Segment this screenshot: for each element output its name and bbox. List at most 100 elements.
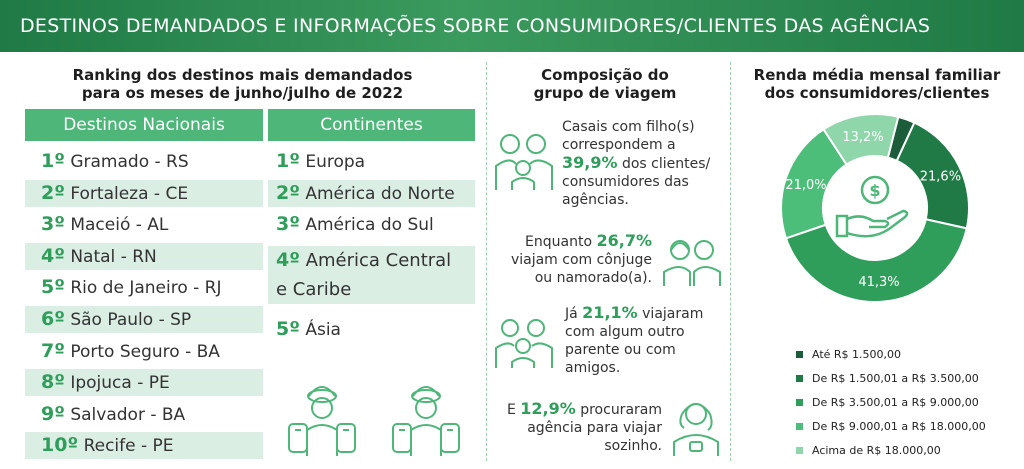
rank-number: 5º (41, 276, 65, 298)
group-text-line: sozinho. (604, 438, 662, 454)
income-title-line2: dos consumidores/clientes (764, 84, 990, 102)
national-header: Destinos Nacionais (25, 109, 263, 141)
group-text: E (506, 402, 521, 418)
group-text: Já (565, 306, 583, 322)
group-text-line: Casais com filho(s) (562, 119, 695, 135)
legend-item: Acima de R$ 18.000,00 (796, 440, 941, 460)
legend-item: De R$ 3.500,01 a R$ 9.000,00 (796, 392, 979, 412)
continent-name-cont: e Caribe (276, 279, 352, 300)
rank-number: 6º (41, 308, 65, 330)
continent-name: América do Sul (305, 215, 434, 235)
national-destination-row: 5º Rio de Janeiro - RJ (25, 274, 263, 301)
group-text-line: ou namorado(a). (534, 270, 652, 286)
legend-swatch (796, 350, 803, 358)
destination-name: São Paulo - SP (70, 310, 192, 330)
donut-slice (784, 218, 968, 303)
group-text: dos clientes/ (617, 156, 711, 172)
group-text-line: viajam com cônjuge (510, 252, 652, 268)
national-destination-row: 2º Fortaleza - CE (25, 180, 263, 207)
legend-label: Até R$ 1.500,00 (812, 347, 902, 361)
ranking-title-line1: Ranking dos destinos mais demandados (72, 66, 413, 84)
national-destination-row: 4º Natal - RN (25, 243, 263, 270)
destination-name: Natal - RN (70, 247, 157, 267)
group-pct: 21,1% (582, 303, 638, 322)
continent-row: 3º América do Sul (268, 211, 475, 238)
traveler-icon (288, 386, 356, 456)
group-text-line: Enquanto 26,7% (496, 232, 652, 251)
header-title: DESTINOS DEMANDADOS E INFORMAÇÕES SOBRE … (20, 15, 931, 37)
solo-traveler-icon (673, 403, 719, 456)
section-divider (486, 62, 487, 461)
destination-name: Salvador - BA (70, 405, 186, 425)
national-destination-row: 3º Maceió - AL (25, 211, 263, 238)
income-donut-chart: 2,9%21,6%41,3%21,0%13,2%$ (780, 113, 970, 303)
legend-label: De R$ 3.500,01 a R$ 9.000,00 (812, 395, 979, 409)
friends-icon (495, 319, 553, 368)
legend-swatch (796, 446, 803, 454)
page-header: DESTINOS DEMANDADOS E INFORMAÇÕES SOBRE … (0, 0, 1024, 52)
legend-label: De R$ 9.000,01 a R$ 18.000,00 (812, 419, 986, 433)
continent-row: 5º Ásia (268, 316, 475, 343)
group-title-line2: grupo de viagem (533, 84, 677, 102)
continent-name: Europa (305, 152, 366, 172)
group-text-line: agência para viajar (527, 420, 662, 436)
destination-name: Maceió - AL (70, 215, 169, 235)
rank-number: 9º (41, 403, 65, 425)
ranking-title-line2: para os meses de junho/julho de 2022 (81, 84, 404, 102)
continent-name: Ásia (305, 320, 341, 340)
destination-name: Porto Seguro - BA (70, 342, 220, 362)
group-pct: 12,9% (520, 399, 576, 418)
group-item-solo: E 12,9% procuraram agência para viajar s… (496, 400, 662, 455)
couple-icon (663, 240, 721, 286)
rank-number: 4º (41, 245, 65, 267)
ranking-title: Ranking dos destinos mais demandados par… (20, 66, 465, 102)
continents-header: Continentes (268, 109, 475, 141)
national-destination-row: 8º Ipojuca - PE (25, 369, 263, 396)
group-text-line: Já 21,1% viajaram (565, 304, 725, 323)
group-pct: 39,9% (562, 153, 618, 172)
national-destination-row: 10º Recife - PE (25, 432, 263, 459)
group-text-line: correspondem a (562, 137, 676, 153)
legend-item: De R$ 9.000,01 a R$ 18.000,00 (796, 416, 986, 436)
legend-item: De R$ 1.500,01 a R$ 3.500,00 (796, 368, 979, 388)
donut-slice-label: 41,3% (858, 275, 899, 290)
destination-name: Recife - PE (83, 436, 174, 456)
rank-number: 7º (41, 340, 65, 362)
traveler-icon (392, 386, 460, 456)
destination-name: Gramado - RS (70, 152, 189, 172)
rank-number: 3º (41, 213, 65, 235)
legend-item: Até R$ 1.500,00 (796, 344, 901, 364)
legend-swatch (796, 422, 803, 430)
continent-row: 2º América do Norte (268, 180, 475, 207)
group-text-line: consumidores das (562, 174, 689, 190)
money-hand-icon: $ (835, 175, 909, 238)
rank-number: 1º (276, 150, 300, 172)
income-title-line1: Renda média mensal familiar (753, 66, 1001, 84)
group-item-friends: Já 21,1% viajaram com algum outro parent… (565, 304, 725, 377)
group-title-line1: Composição do (541, 66, 669, 84)
continent-name: América Central (305, 250, 452, 271)
income-title: Renda média mensal familiar dos consumid… (742, 66, 1012, 102)
rank-number: 1º (41, 150, 65, 172)
destination-name: Fortaleza - CE (70, 184, 189, 204)
donut-slice (822, 113, 900, 166)
legend-label: De R$ 1.500,01 a R$ 3.500,00 (812, 371, 979, 385)
group-text-line: E 12,9% procuraram (496, 400, 662, 419)
group-text: Enquanto (525, 234, 597, 250)
group-title: Composição do grupo de viagem (500, 66, 710, 102)
rank-number: 4º (276, 249, 300, 271)
svg-text:$: $ (869, 181, 880, 200)
section-divider (730, 62, 731, 461)
group-text: viajaram (637, 306, 704, 322)
rank-number: 10º (41, 434, 79, 456)
national-destination-row: 7º Porto Seguro - BA (25, 338, 263, 365)
donut-slice-label: 21,6% (920, 170, 961, 185)
group-pct: 26,7% (596, 231, 652, 250)
legend-label: Acima de R$ 18.000,00 (812, 443, 941, 457)
group-text-line: parente ou com (565, 342, 676, 358)
donut-slice-label: 13,2% (842, 130, 883, 145)
group-text-line: amigos. (565, 360, 621, 376)
national-destination-row: 9º Salvador - BA (25, 401, 263, 428)
continent-row: 1º Europa (268, 148, 475, 175)
rank-number: 2º (276, 182, 300, 204)
